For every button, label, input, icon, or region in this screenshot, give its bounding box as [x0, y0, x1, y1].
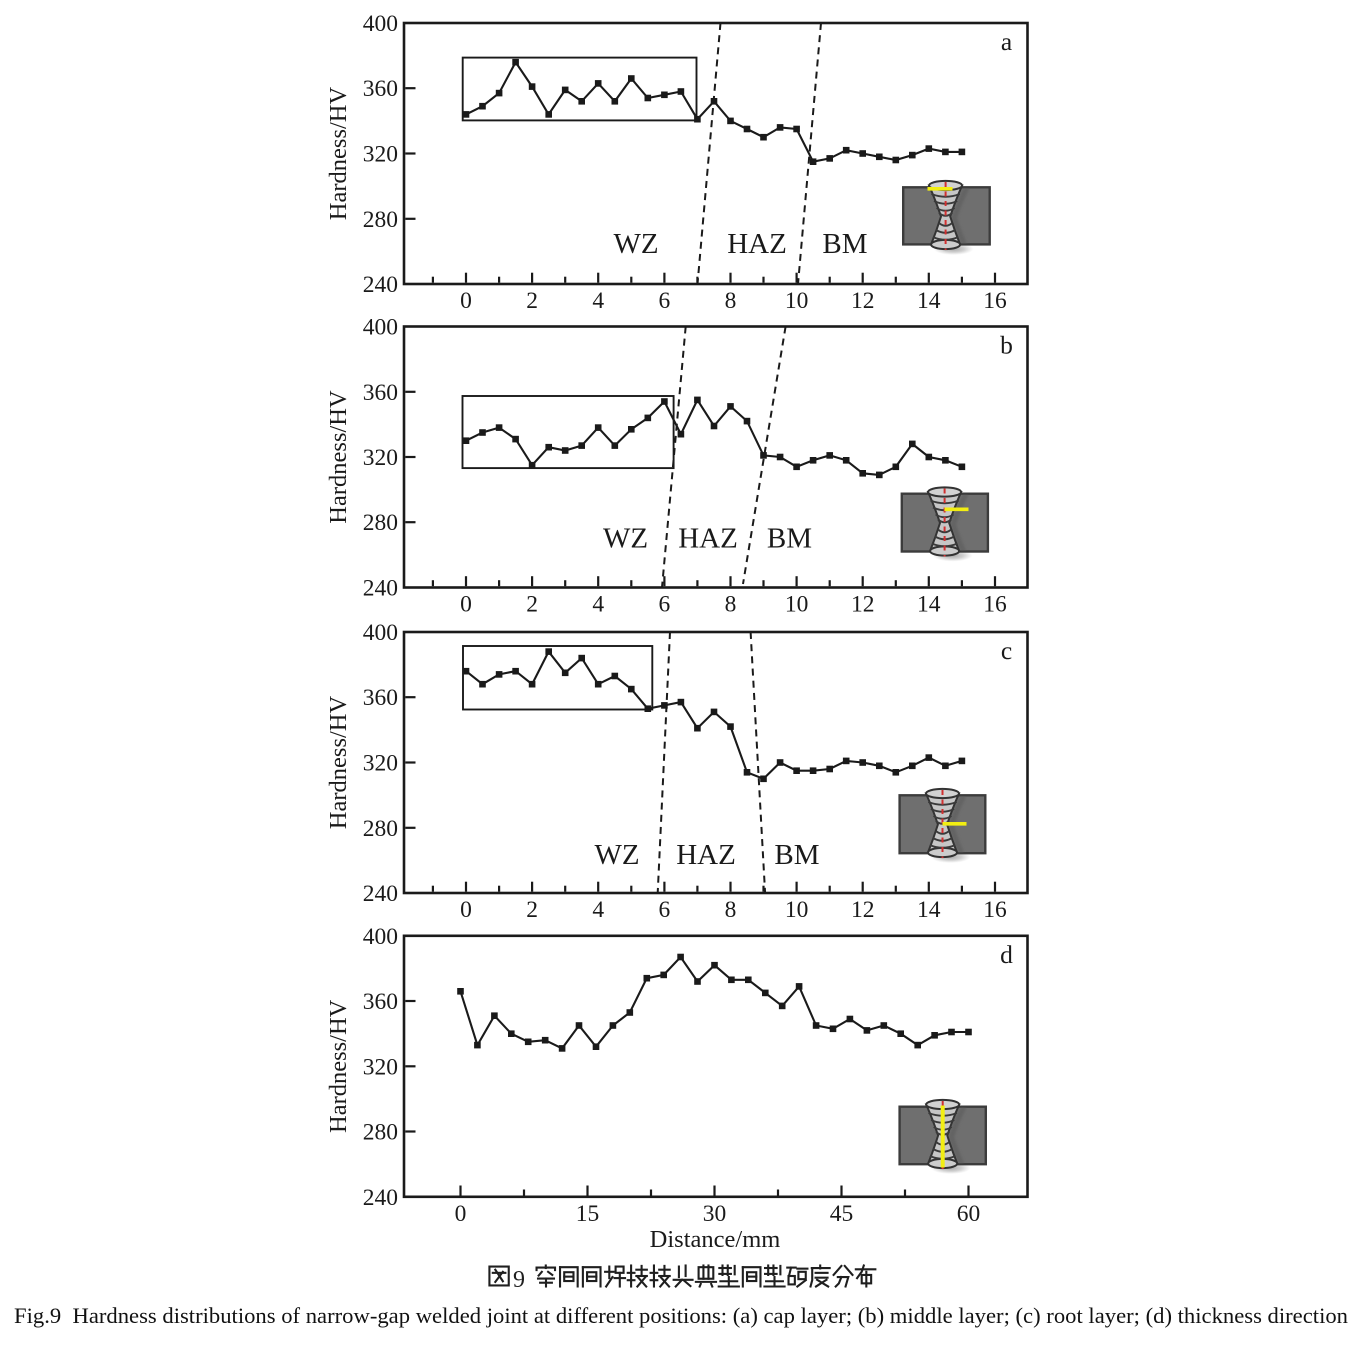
svg-text:BM: BM	[774, 839, 819, 871]
svg-text:16: 16	[983, 592, 1007, 618]
svg-text:2: 2	[526, 897, 538, 923]
svg-text:360: 360	[363, 989, 398, 1015]
svg-text:14: 14	[917, 592, 941, 618]
svg-text:45: 45	[830, 1201, 854, 1227]
svg-text:6: 6	[659, 592, 671, 618]
svg-text:12: 12	[851, 897, 875, 923]
svg-text:0: 0	[460, 592, 472, 618]
svg-text:400: 400	[363, 11, 398, 37]
svg-text:10: 10	[785, 592, 809, 618]
svg-text:12: 12	[851, 288, 875, 314]
svg-text:240: 240	[363, 576, 398, 602]
svg-text:Distance/mm: Distance/mm	[650, 1226, 781, 1253]
svg-text:12: 12	[851, 592, 875, 618]
svg-text:WZ: WZ	[594, 839, 639, 871]
svg-text:16: 16	[983, 897, 1007, 923]
svg-text:c: c	[1001, 636, 1012, 665]
svg-text:240: 240	[363, 272, 398, 298]
svg-text:Hardness/HV: Hardness/HV	[325, 696, 352, 830]
svg-text:HAZ: HAZ	[676, 839, 736, 871]
svg-text:10: 10	[785, 897, 809, 923]
svg-text:14: 14	[917, 288, 941, 314]
svg-text:4: 4	[592, 897, 604, 923]
svg-text:WZ: WZ	[613, 228, 658, 260]
svg-text:WZ: WZ	[603, 523, 648, 555]
svg-text:400: 400	[363, 620, 398, 646]
svg-text:320: 320	[363, 142, 398, 168]
svg-text:0: 0	[460, 897, 472, 923]
svg-text:2: 2	[526, 288, 538, 314]
svg-text:320: 320	[363, 751, 398, 777]
svg-text:d: d	[1000, 940, 1013, 969]
svg-text:360: 360	[363, 76, 398, 102]
svg-text:8: 8	[725, 592, 737, 618]
svg-text:400: 400	[363, 315, 398, 341]
svg-text:9: 9	[513, 1267, 525, 1293]
svg-text:280: 280	[363, 1120, 398, 1146]
svg-text:6: 6	[659, 288, 671, 314]
svg-text:Fig.9 Hardness distributions: Fig.9 Hardness distributions of narrow-g…	[14, 1303, 1348, 1328]
svg-text:60: 60	[957, 1201, 981, 1227]
svg-text:HAZ: HAZ	[727, 228, 787, 260]
svg-text:360: 360	[363, 380, 398, 406]
svg-text:280: 280	[363, 816, 398, 842]
svg-text:0: 0	[460, 288, 472, 314]
svg-text:4: 4	[592, 288, 604, 314]
svg-text:16: 16	[983, 288, 1007, 314]
svg-text:0: 0	[455, 1201, 467, 1227]
svg-text:2: 2	[526, 592, 538, 618]
svg-text:280: 280	[363, 207, 398, 233]
svg-text:240: 240	[363, 1185, 398, 1211]
svg-text:8: 8	[725, 288, 737, 314]
svg-text:400: 400	[363, 924, 398, 950]
svg-text:280: 280	[363, 510, 398, 536]
svg-text:15: 15	[576, 1201, 600, 1227]
svg-text:a: a	[1001, 27, 1012, 56]
svg-text:BM: BM	[767, 523, 812, 555]
svg-text:b: b	[1000, 331, 1013, 360]
svg-text:6: 6	[659, 897, 671, 923]
svg-text:14: 14	[917, 897, 941, 923]
svg-text:BM: BM	[822, 228, 867, 260]
svg-text:320: 320	[363, 1054, 398, 1080]
svg-text:8: 8	[725, 897, 737, 923]
svg-text:360: 360	[363, 685, 398, 711]
svg-text:Hardness/HV: Hardness/HV	[325, 390, 352, 524]
svg-text:Hardness/HV: Hardness/HV	[325, 87, 352, 221]
svg-text:240: 240	[363, 881, 398, 907]
svg-text:HAZ: HAZ	[678, 523, 738, 555]
svg-text:30: 30	[703, 1201, 727, 1227]
svg-text:Hardness/HV: Hardness/HV	[325, 999, 352, 1133]
svg-text:4: 4	[592, 592, 604, 618]
svg-text:320: 320	[363, 445, 398, 471]
svg-text:10: 10	[785, 288, 809, 314]
